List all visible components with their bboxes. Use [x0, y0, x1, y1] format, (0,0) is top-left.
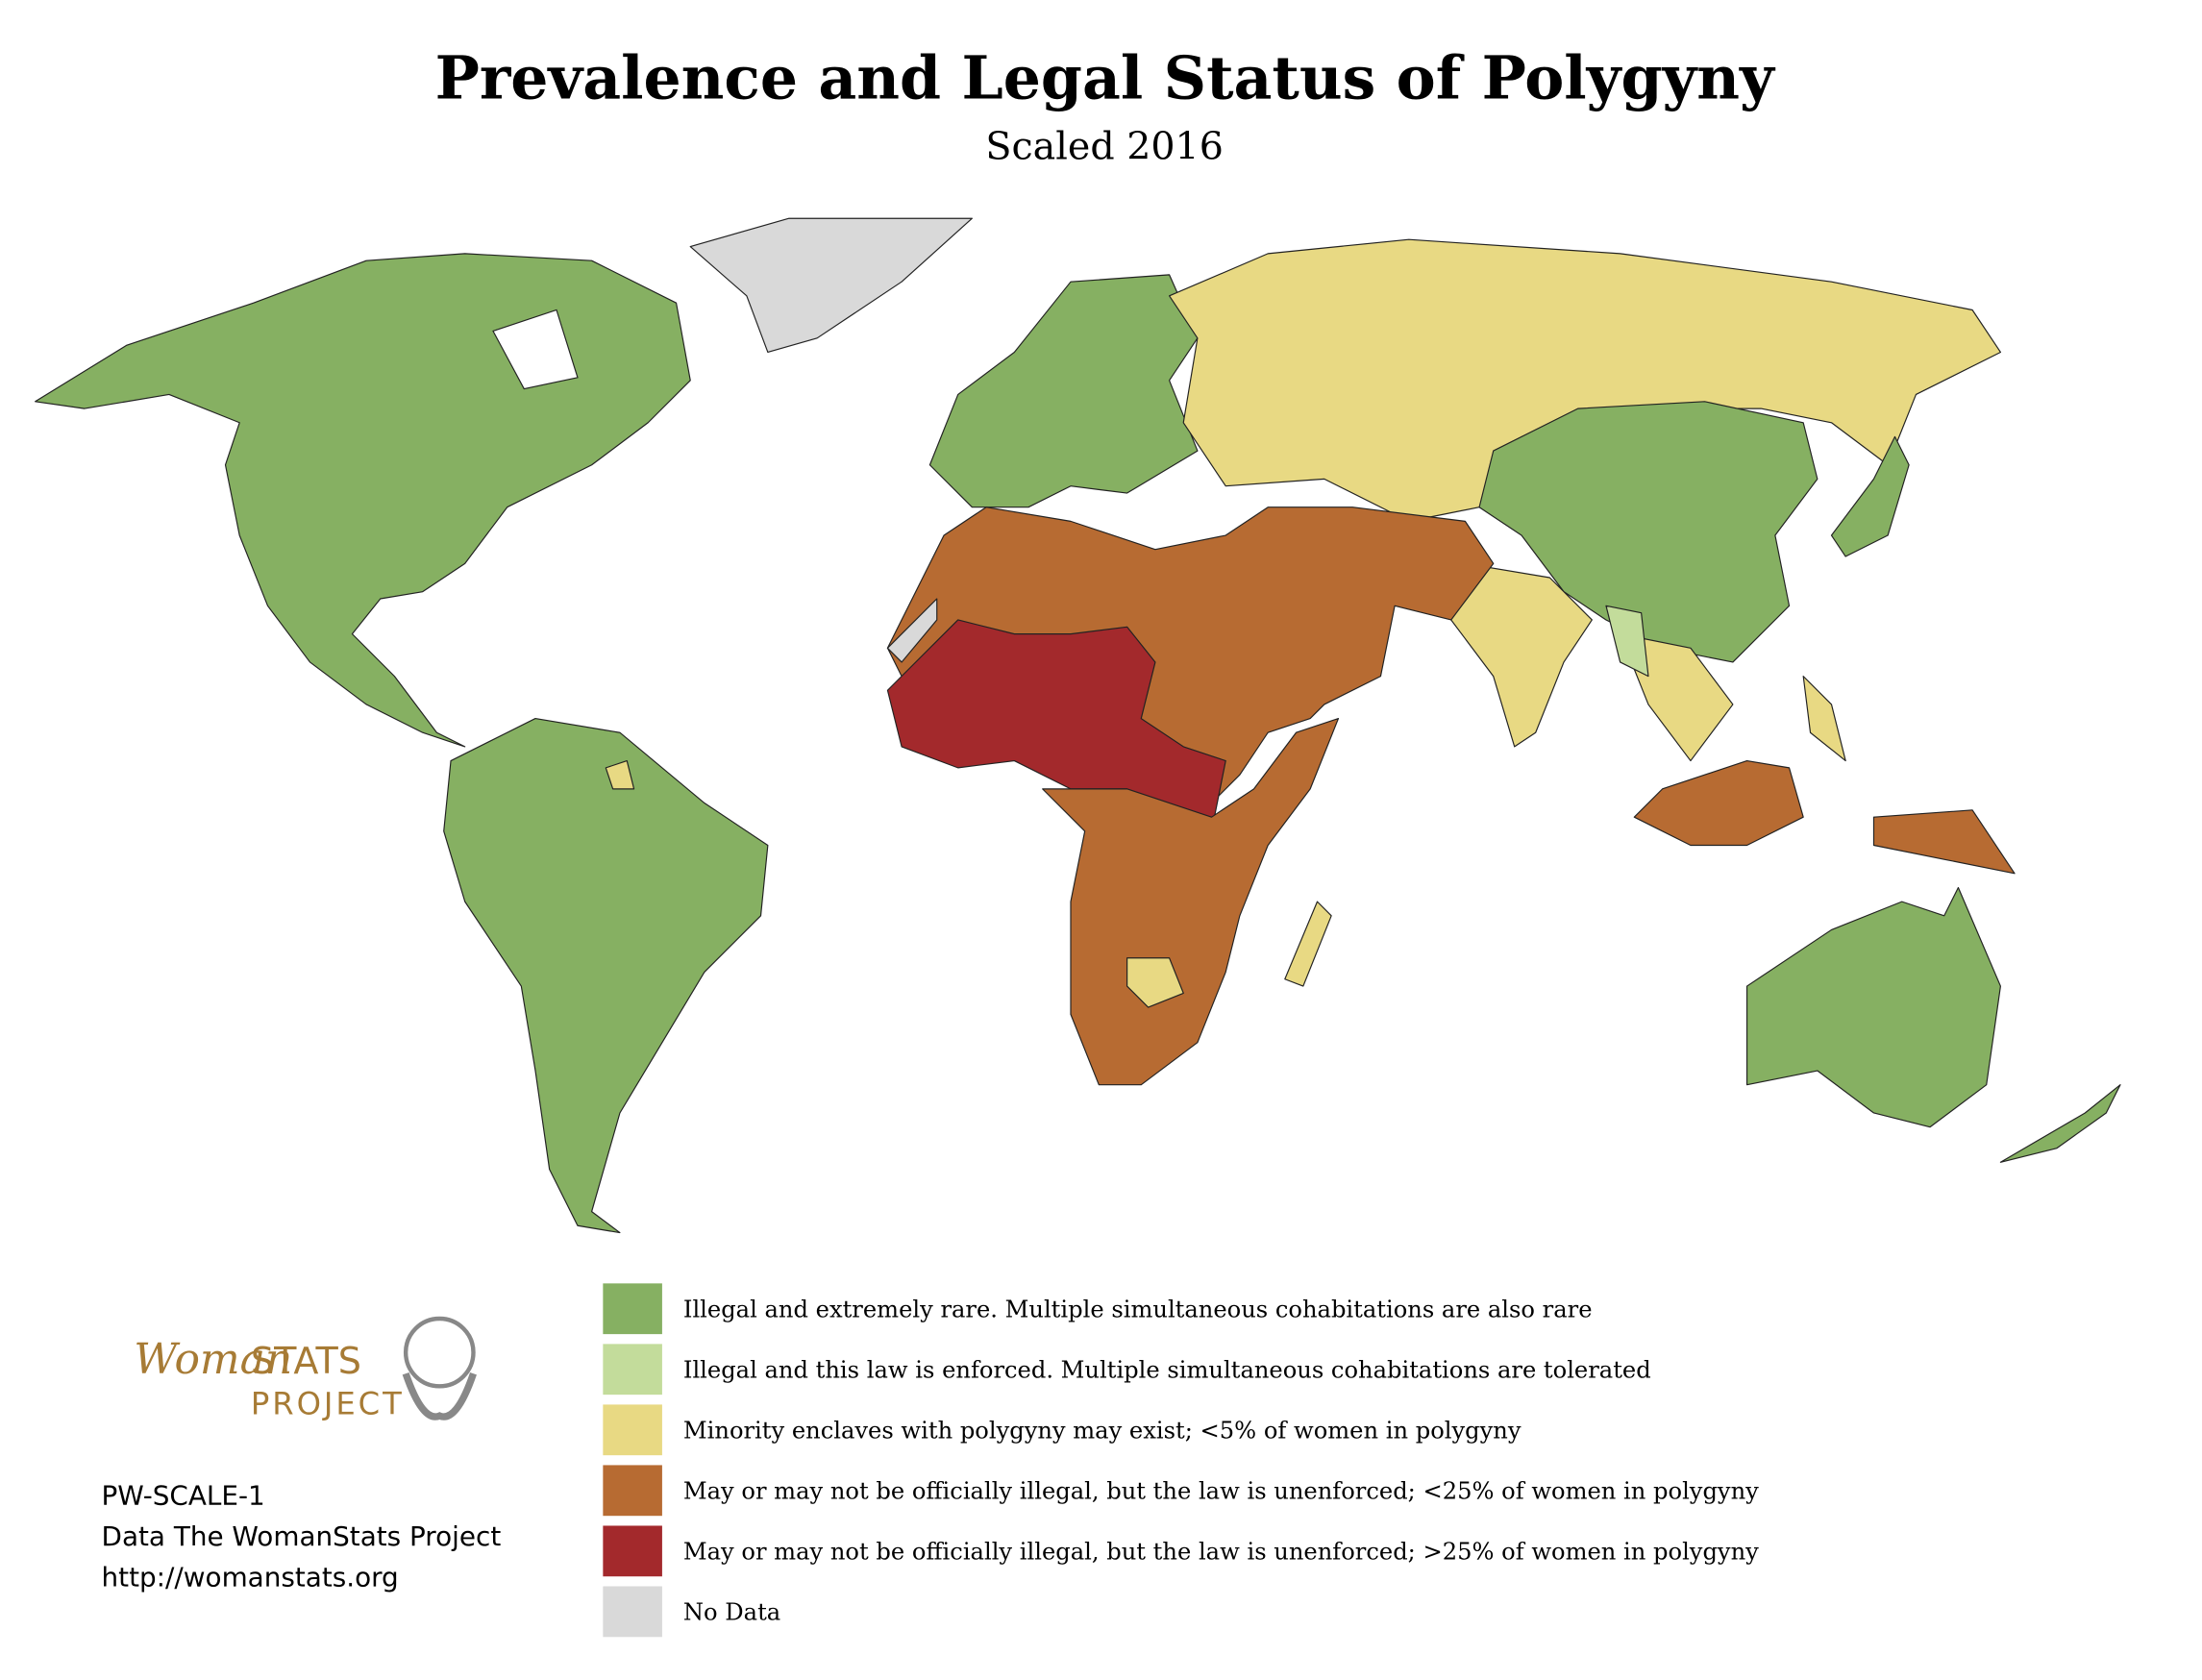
myanmar	[1605, 605, 1649, 678]
europe	[928, 274, 1199, 508]
world-map	[35, 217, 2121, 1234]
legend-swatch	[603, 1525, 662, 1577]
sahel-central-africa	[886, 619, 1226, 832]
greenland	[689, 217, 973, 354]
logo: Woman STATS PROJECT	[134, 1316, 477, 1422]
footer-code: PW-SCALE-1	[102, 1479, 265, 1511]
india	[1450, 562, 1593, 748]
north-america	[35, 253, 691, 748]
legend-label: May or may not be officially illegal, bu…	[683, 1478, 1759, 1505]
botswana	[1126, 957, 1184, 1008]
logo-script: Woman	[134, 1335, 292, 1384]
title: Prevalence and Legal Status of Polygyny	[435, 43, 1776, 113]
legend-label: Illegal and this law is enforced. Multip…	[683, 1357, 1651, 1384]
indonesia	[1633, 759, 1804, 847]
russia-central-asia	[1169, 238, 2001, 522]
hudson-bay	[492, 309, 579, 390]
madagascar	[1284, 901, 1332, 987]
logo-project: PROJECT	[251, 1386, 405, 1422]
china-mongolia	[1478, 401, 1819, 663]
australia	[1745, 886, 2001, 1128]
southeast-asia	[1620, 633, 1734, 762]
legend-label: Minority enclaves with polygyny may exis…	[683, 1418, 1522, 1445]
legend-swatch	[603, 1344, 662, 1396]
logo-globe	[403, 1316, 476, 1389]
japan	[1830, 435, 1910, 557]
southern-africa	[1042, 717, 1340, 1086]
footer-source: Data The WomanStats Project	[102, 1520, 502, 1552]
legend-label: No Data	[683, 1599, 780, 1626]
new-zealand	[1999, 1084, 2121, 1163]
legend-swatch	[603, 1404, 662, 1456]
legend-swatch	[603, 1465, 662, 1517]
legend-swatch	[603, 1586, 662, 1638]
philippines	[1802, 676, 1846, 762]
footer-url: http://womanstats.org	[102, 1561, 399, 1593]
western-sahara	[886, 598, 938, 663]
logo-caps: STATS	[251, 1340, 361, 1382]
legend-swatch	[603, 1283, 662, 1335]
logo-hands	[402, 1371, 477, 1421]
legend-label: May or may not be officially illegal, bu…	[683, 1539, 1759, 1566]
legend: Illegal and extremely rare. Multiple sim…	[603, 1283, 1759, 1638]
legend-label: Illegal and extremely rare. Multiple sim…	[683, 1297, 1593, 1323]
papua-new-guinea	[1872, 809, 2016, 875]
french-guiana	[605, 759, 635, 790]
subtitle: Scaled 2016	[985, 125, 1223, 169]
south-america	[443, 717, 769, 1234]
